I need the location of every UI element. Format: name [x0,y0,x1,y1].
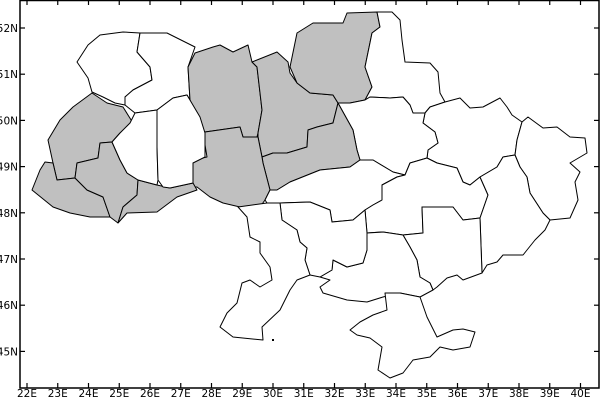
x-tick-label: 24E [79,388,99,400]
regions-layer [31,11,588,379]
x-tick-label: 35E [417,388,437,400]
x-axis-labels: 22E 23E 24E 25E 26E 27E 28E 29E 30E 31E 32E 33E 34E 3… [17,388,591,400]
x-tick-label: 29E [232,388,252,400]
region-khmelnytskyi [156,94,206,189]
island-marker [272,339,274,341]
x-tick-label: 23E [48,388,68,400]
x-tick-label: 26E [140,388,160,400]
plot-frame [19,0,600,389]
y-tick-label: 49N [0,162,18,174]
x-tick-label: 37E [478,388,498,400]
y-tick-label: 50N [0,115,18,127]
x-tick-label: 32E [325,388,345,400]
x-tick-label: 22E [17,388,37,400]
x-tick-label: 27E [171,388,191,400]
x-tick-label: 36E [448,388,468,400]
y-tick-label: 46N [0,300,18,312]
x-tick-label: 30E [263,388,283,400]
region-crimea [349,292,476,379]
x-tick-label: 33E [355,388,375,400]
region-odesa [219,202,311,341]
x-tick-label: 40E [571,388,591,400]
y-tick-label: 45N [0,346,18,358]
x-tick-label: 39E [540,388,560,400]
y-tick-label: 48N [0,208,18,220]
x-tick-label: 25E [109,388,129,400]
region-donetsk [479,154,551,274]
y-axis-labels: 45N 46N 47N 48N 49N 50N 51N 52N [0,23,18,358]
y-tick-label: 52N [0,23,18,35]
x-tick-label: 34E [386,388,406,400]
y-tick-label: 51N [0,69,18,81]
axis-ticks [20,0,599,388]
x-tick-label: 31E [294,388,314,400]
x-tick-label: 38E [509,388,529,400]
y-tick-label: 47N [0,254,18,266]
x-tick-label: 28E [202,388,222,400]
